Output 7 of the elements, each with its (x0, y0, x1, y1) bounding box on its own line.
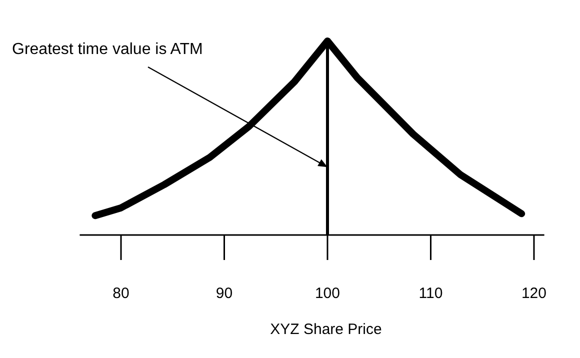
annotation: Greatest time value is ATM (12, 41, 203, 58)
x-tick-label: 120 (521, 285, 546, 302)
x-tick-label: 100 (314, 285, 340, 302)
x-tick-label: 90 (216, 285, 233, 302)
x-tick-label: 110 (418, 285, 443, 302)
x-axis-title: XYZ Share Price (270, 321, 382, 338)
x-tick-label: 80 (112, 285, 130, 302)
